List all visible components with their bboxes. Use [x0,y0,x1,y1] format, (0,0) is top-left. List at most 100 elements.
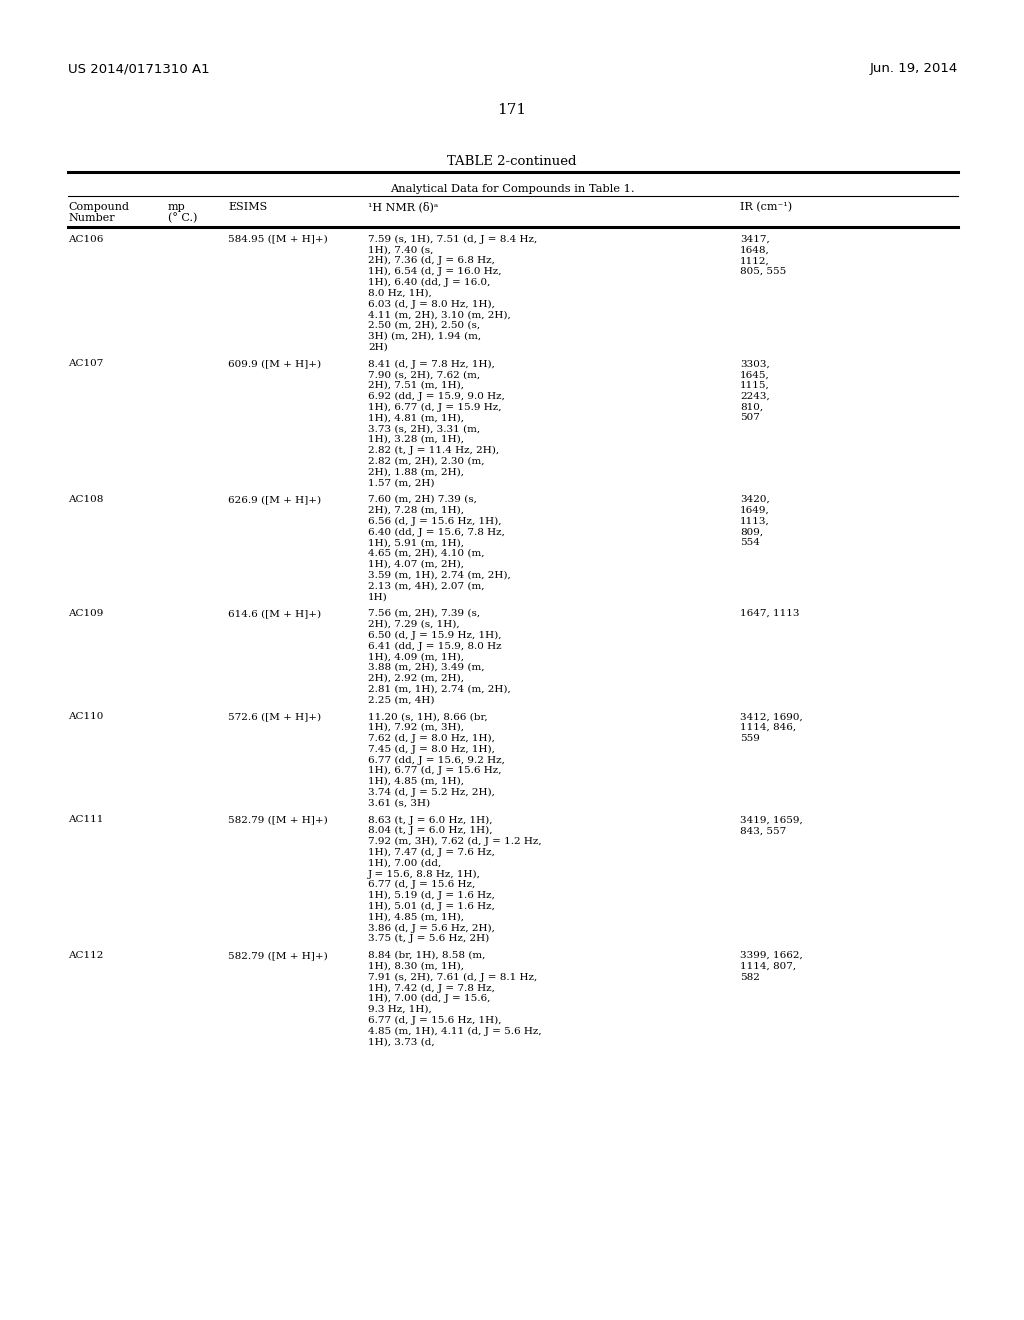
Text: 7.92 (m, 3H), 7.62 (d, J = 1.2 Hz,: 7.92 (m, 3H), 7.62 (d, J = 1.2 Hz, [368,837,542,846]
Text: 1H), 6.77 (d, J = 15.6 Hz,: 1H), 6.77 (d, J = 15.6 Hz, [368,766,502,775]
Text: IR (cm⁻¹): IR (cm⁻¹) [740,202,793,213]
Text: Number: Number [68,213,115,223]
Text: 6.77 (d, J = 15.6 Hz, 1H),: 6.77 (d, J = 15.6 Hz, 1H), [368,1016,502,1024]
Text: 614.6 ([M + H]+): 614.6 ([M + H]+) [228,609,322,618]
Text: 3419, 1659,: 3419, 1659, [740,816,803,825]
Text: AC106: AC106 [68,235,103,244]
Text: 582: 582 [740,973,760,982]
Text: mp: mp [168,202,185,213]
Text: 507: 507 [740,413,760,422]
Text: 559: 559 [740,734,760,743]
Text: 2.82 (t, J = 11.4 Hz, 2H),: 2.82 (t, J = 11.4 Hz, 2H), [368,446,499,455]
Text: US 2014/0171310 A1: US 2014/0171310 A1 [68,62,210,75]
Text: TABLE 2-continued: TABLE 2-continued [447,154,577,168]
Text: 6.40 (dd, J = 15.6, 7.8 Hz,: 6.40 (dd, J = 15.6, 7.8 Hz, [368,528,505,536]
Text: 3.59 (m, 1H), 2.74 (m, 2H),: 3.59 (m, 1H), 2.74 (m, 2H), [368,570,511,579]
Text: 6.50 (d, J = 15.9 Hz, 1H),: 6.50 (d, J = 15.9 Hz, 1H), [368,631,502,640]
Text: ESIMS: ESIMS [228,202,267,213]
Text: 582.79 ([M + H]+): 582.79 ([M + H]+) [228,950,328,960]
Text: 4.65 (m, 2H), 4.10 (m,: 4.65 (m, 2H), 4.10 (m, [368,549,484,558]
Text: AC109: AC109 [68,609,103,618]
Text: 1649,: 1649, [740,506,770,515]
Text: 1H), 7.42 (d, J = 7.8 Hz,: 1H), 7.42 (d, J = 7.8 Hz, [368,983,495,993]
Text: AC108: AC108 [68,495,103,504]
Text: 1H), 7.00 (dd, J = 15.6,: 1H), 7.00 (dd, J = 15.6, [368,994,490,1003]
Text: 7.56 (m, 2H), 7.39 (s,: 7.56 (m, 2H), 7.39 (s, [368,609,480,618]
Text: 1H), 7.92 (m, 3H),: 1H), 7.92 (m, 3H), [368,723,464,733]
Text: 6.56 (d, J = 15.6 Hz, 1H),: 6.56 (d, J = 15.6 Hz, 1H), [368,516,502,525]
Text: 11.20 (s, 1H), 8.66 (br,: 11.20 (s, 1H), 8.66 (br, [368,713,487,721]
Text: 8.04 (t, J = 6.0 Hz, 1H),: 8.04 (t, J = 6.0 Hz, 1H), [368,826,493,836]
Text: 1H): 1H) [368,593,388,601]
Text: 4.11 (m, 2H), 3.10 (m, 2H),: 4.11 (m, 2H), 3.10 (m, 2H), [368,310,511,319]
Text: 1648,: 1648, [740,246,770,255]
Text: 1H), 8.30 (m, 1H),: 1H), 8.30 (m, 1H), [368,962,464,970]
Text: 1H), 4.81 (m, 1H),: 1H), 4.81 (m, 1H), [368,413,464,422]
Text: 554: 554 [740,539,760,548]
Text: J = 15.6, 8.8 Hz, 1H),: J = 15.6, 8.8 Hz, 1H), [368,870,481,879]
Text: 1647, 1113: 1647, 1113 [740,609,800,618]
Text: 3.88 (m, 2H), 3.49 (m,: 3.88 (m, 2H), 3.49 (m, [368,663,484,672]
Text: 1H), 5.91 (m, 1H),: 1H), 5.91 (m, 1H), [368,539,464,548]
Text: 8.41 (d, J = 7.8 Hz, 1H),: 8.41 (d, J = 7.8 Hz, 1H), [368,359,495,368]
Text: 609.9 ([M + H]+): 609.9 ([M + H]+) [228,359,322,368]
Text: 1H), 4.85 (m, 1H),: 1H), 4.85 (m, 1H), [368,777,464,785]
Text: 2H): 2H) [368,343,388,351]
Text: 4.85 (m, 1H), 4.11 (d, J = 5.6 Hz,: 4.85 (m, 1H), 4.11 (d, J = 5.6 Hz, [368,1027,542,1036]
Text: 8.84 (br, 1H), 8.58 (m,: 8.84 (br, 1H), 8.58 (m, [368,950,485,960]
Text: Analytical Data for Compounds in Table 1.: Analytical Data for Compounds in Table 1… [390,183,634,194]
Text: 7.45 (d, J = 8.0 Hz, 1H),: 7.45 (d, J = 8.0 Hz, 1H), [368,744,495,754]
Text: 3399, 1662,: 3399, 1662, [740,950,803,960]
Text: 584.95 ([M + H]+): 584.95 ([M + H]+) [228,235,328,244]
Text: 2243,: 2243, [740,392,770,401]
Text: 2H), 7.36 (d, J = 6.8 Hz,: 2H), 7.36 (d, J = 6.8 Hz, [368,256,495,265]
Text: 843, 557: 843, 557 [740,826,786,836]
Text: 1H), 3.28 (m, 1H),: 1H), 3.28 (m, 1H), [368,436,464,444]
Text: 1113,: 1113, [740,516,770,525]
Text: 6.41 (dd, J = 15.9, 8.0 Hz: 6.41 (dd, J = 15.9, 8.0 Hz [368,642,502,651]
Text: 3412, 1690,: 3412, 1690, [740,713,803,721]
Text: 1H), 6.40 (dd, J = 16.0,: 1H), 6.40 (dd, J = 16.0, [368,277,490,286]
Text: Jun. 19, 2014: Jun. 19, 2014 [869,62,958,75]
Text: 810,: 810, [740,403,763,412]
Text: 3417,: 3417, [740,235,770,244]
Text: 2.81 (m, 1H), 2.74 (m, 2H),: 2.81 (m, 1H), 2.74 (m, 2H), [368,685,511,693]
Text: AC112: AC112 [68,950,103,960]
Text: 3.73 (s, 2H), 3.31 (m,: 3.73 (s, 2H), 3.31 (m, [368,424,480,433]
Text: AC110: AC110 [68,713,103,721]
Text: AC111: AC111 [68,816,103,825]
Text: 1H), 6.54 (d, J = 16.0 Hz,: 1H), 6.54 (d, J = 16.0 Hz, [368,267,502,276]
Text: 8.0 Hz, 1H),: 8.0 Hz, 1H), [368,289,432,297]
Text: 3303,: 3303, [740,359,770,368]
Text: 805, 555: 805, 555 [740,267,786,276]
Text: 572.6 ([M + H]+): 572.6 ([M + H]+) [228,713,322,721]
Text: 3.61 (s, 3H): 3.61 (s, 3H) [368,799,430,808]
Text: 1H), 4.85 (m, 1H),: 1H), 4.85 (m, 1H), [368,912,464,921]
Text: 7.91 (s, 2H), 7.61 (d, J = 8.1 Hz,: 7.91 (s, 2H), 7.61 (d, J = 8.1 Hz, [368,973,538,982]
Text: 1H), 7.00 (dd,: 1H), 7.00 (dd, [368,858,441,867]
Text: 1645,: 1645, [740,370,770,379]
Text: 1.57 (m, 2H): 1.57 (m, 2H) [368,478,434,487]
Text: 171: 171 [498,103,526,117]
Text: 2.13 (m, 4H), 2.07 (m,: 2.13 (m, 4H), 2.07 (m, [368,581,484,590]
Text: 626.9 ([M + H]+): 626.9 ([M + H]+) [228,495,322,504]
Text: 6.92 (dd, J = 15.9, 9.0 Hz,: 6.92 (dd, J = 15.9, 9.0 Hz, [368,392,505,401]
Text: 809,: 809, [740,528,763,536]
Text: ¹H NMR (δ)ᵃ: ¹H NMR (δ)ᵃ [368,202,438,213]
Text: 1H), 7.47 (d, J = 7.6 Hz,: 1H), 7.47 (d, J = 7.6 Hz, [368,847,495,857]
Text: 1H), 5.01 (d, J = 1.6 Hz,: 1H), 5.01 (d, J = 1.6 Hz, [368,902,495,911]
Text: 7.62 (d, J = 8.0 Hz, 1H),: 7.62 (d, J = 8.0 Hz, 1H), [368,734,495,743]
Text: 7.90 (s, 2H), 7.62 (m,: 7.90 (s, 2H), 7.62 (m, [368,370,480,379]
Text: 1H), 7.40 (s,: 1H), 7.40 (s, [368,246,433,255]
Text: 3.86 (d, J = 5.6 Hz, 2H),: 3.86 (d, J = 5.6 Hz, 2H), [368,924,495,932]
Text: 2H), 7.29 (s, 1H),: 2H), 7.29 (s, 1H), [368,620,460,628]
Text: 3.75 (t, J = 5.6 Hz, 2H): 3.75 (t, J = 5.6 Hz, 2H) [368,935,489,944]
Text: 1H), 5.19 (d, J = 1.6 Hz,: 1H), 5.19 (d, J = 1.6 Hz, [368,891,495,900]
Text: Compound: Compound [68,202,129,213]
Text: 2H), 2.92 (m, 2H),: 2H), 2.92 (m, 2H), [368,673,464,682]
Text: 9.3 Hz, 1H),: 9.3 Hz, 1H), [368,1005,432,1014]
Text: 7.60 (m, 2H) 7.39 (s,: 7.60 (m, 2H) 7.39 (s, [368,495,477,504]
Text: 2.50 (m, 2H), 2.50 (s,: 2.50 (m, 2H), 2.50 (s, [368,321,480,330]
Text: AC107: AC107 [68,359,103,368]
Text: 2H), 7.28 (m, 1H),: 2H), 7.28 (m, 1H), [368,506,464,515]
